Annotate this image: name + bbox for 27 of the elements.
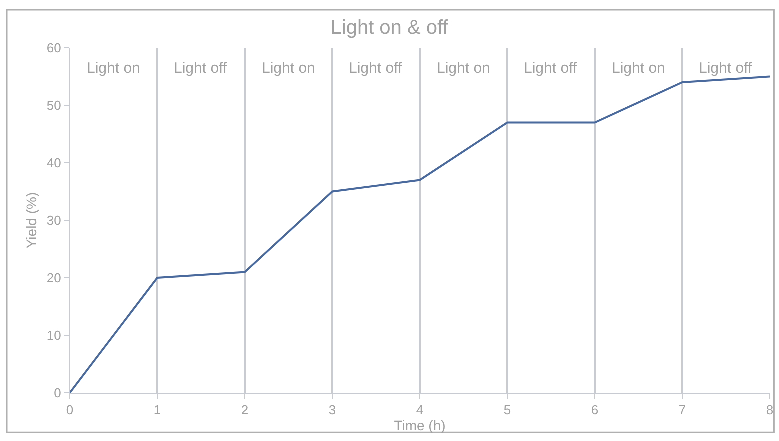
x-tick-label: 2 [241,402,249,418]
annotation: Light on [437,60,490,77]
chart-title: Light on & off [330,16,449,39]
annotation: Light on [262,60,316,77]
y-tick-label: 20 [46,270,62,286]
x-tick-label: 6 [591,402,599,418]
x-tick-label: 3 [328,402,336,418]
x-tick-label: 4 [416,402,424,418]
y-tick-label: 0 [54,386,62,401]
annotation: Light on [87,60,140,77]
annotation: Light off [349,60,403,77]
x-tick-label: 5 [504,402,512,418]
y-tick-label: 50 [46,98,62,114]
y-tick-label: 40 [46,156,62,171]
x-tick-label: 1 [154,402,162,418]
y-axis-title: Yield (%) [24,192,40,249]
x-tick-label: 7 [678,402,686,418]
x-tick-label: 0 [66,402,74,418]
y-tick-label: 60 [46,40,62,56]
annotation: Light on [612,60,666,77]
annotation: Light off [174,60,228,77]
y-tick-label: 30 [46,213,62,228]
x-axis-title: Time (h) [394,418,446,434]
x-tick-label: 8 [766,402,774,418]
y-tick-label: 10 [46,328,62,344]
annotation: Light off [524,60,578,77]
annotation: Light off [699,60,753,77]
